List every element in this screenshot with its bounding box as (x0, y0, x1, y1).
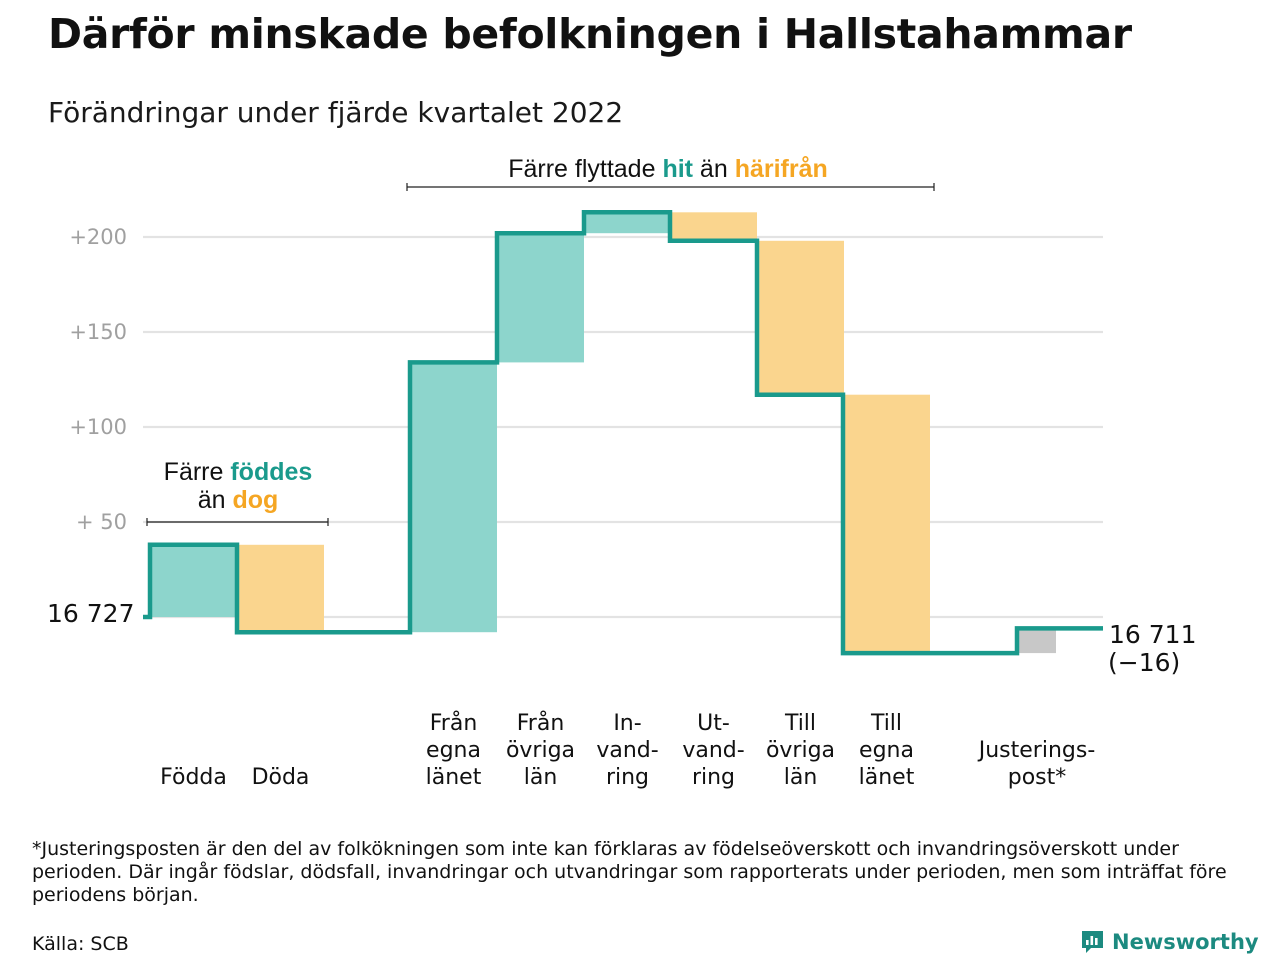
waterfall-chart: +200+150+100+ 50 Födda DödaFrånegnalänetF… (47, 155, 1196, 790)
births-annotation-line2: än dog (198, 486, 279, 514)
category-label-fran-egna-lanet: egna (426, 738, 481, 763)
moves-annotation: Färre flyttade hit än härifrån (406, 155, 935, 191)
newsworthy-logo-icon (1082, 931, 1103, 953)
bar-till-egna-lanet (843, 394, 930, 654)
category-label-fran-egna-lanet: länet (426, 765, 482, 790)
category-label-till-ovriga-lan: Till (784, 711, 816, 736)
chart-title: Därför minskade befolkningen i Hallstaha… (48, 10, 1132, 58)
category-label-utvandring: Ut- (697, 711, 730, 736)
start-value-label: 16 727 (47, 599, 134, 628)
category-label-doda: Döda (252, 765, 310, 790)
category-label-till-ovriga-lan: övriga (766, 738, 835, 763)
bar-fodda (150, 544, 237, 617)
bars (150, 212, 1056, 654)
moves-annotation-bracket (406, 183, 935, 191)
y-tick-label: + 50 (76, 510, 127, 534)
category-label-utvandring: vand- (682, 738, 744, 763)
category-label-utvandring: ring (692, 765, 735, 790)
y-tick-label: +150 (69, 320, 127, 344)
y-tick-label: +100 (69, 415, 127, 439)
category-label-till-egna-lanet: egna (859, 738, 914, 763)
y-tick-label: +200 (69, 225, 127, 249)
births-annotation: Färre föddes än dog (146, 458, 329, 526)
births-annotation-bracket (146, 518, 329, 526)
category-labels: Födda DödaFrånegnalänetFrånövrigalänIn-va… (160, 710, 1095, 790)
category-label-till-ovriga-lan: län (784, 765, 818, 790)
category-label-fran-egna-lanet: Från (430, 710, 478, 736)
end-value-label: 16 711 (1109, 620, 1196, 649)
brand-name: Newsworthy (1112, 929, 1259, 954)
births-annotation-line1: Färre föddes (164, 458, 313, 486)
moves-annotation-text: Färre flyttade hit än härifrån (508, 155, 828, 183)
footnote: *Justeringsposten är den del av folkökni… (32, 838, 1227, 906)
bar-fran-egna-lanet (410, 362, 497, 633)
bar-utvandring (670, 212, 757, 241)
category-label-fran-ovriga-lan: län (524, 765, 558, 790)
bar-fran-ovriga-lan (497, 233, 584, 363)
category-label-invandring: ring (606, 765, 649, 790)
category-label-invandring: vand- (596, 738, 658, 763)
category-label-fran-ovriga-lan: Från (517, 710, 565, 736)
category-label-till-egna-lanet: Till (870, 711, 902, 736)
category-label-fran-ovriga-lan: övriga (506, 738, 575, 763)
bar-till-ovriga-lan (757, 240, 844, 395)
population-step-line (143, 210, 1103, 656)
newsworthy-brand[interactable]: Newsworthy (1080, 929, 1259, 954)
chart-subtitle: Förändringar under fjärde kvartalet 2022 (48, 96, 624, 129)
category-label-invandring: In- (613, 711, 641, 736)
end-change-label: (−16) (1108, 648, 1180, 677)
bar-justeringspost (1019, 628, 1056, 654)
category-label-fodda: Födda (160, 765, 227, 790)
category-label-till-egna-lanet: länet (859, 765, 915, 790)
bar-doda (237, 544, 324, 633)
source-label: Källa: SCB (32, 933, 129, 955)
category-label-justeringspost: post* (1008, 765, 1067, 790)
bar-invandring (584, 212, 671, 234)
category-label-justeringspost: Justerings- (977, 738, 1096, 763)
y-axis-tick-labels: +200 +150 +100 + 50 (69, 225, 127, 534)
